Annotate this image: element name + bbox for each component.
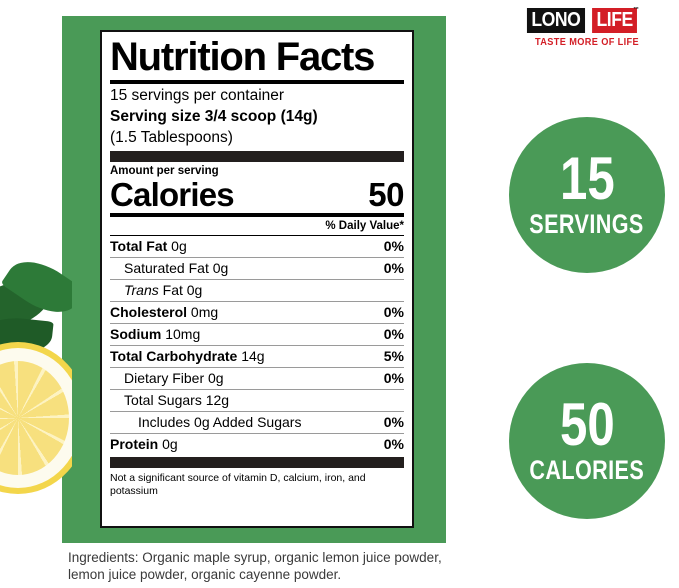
nutrient-name: Sodium 10mg <box>110 326 201 342</box>
servings-per-container: 15 servings per container <box>110 87 285 104</box>
logo-life-label: LIFE <box>596 9 633 31</box>
green-background-panel: Nutrition Facts 15 servings per containe… <box>62 16 446 543</box>
calories-divider <box>110 213 404 217</box>
badge-calories: 50 CALORIES <box>509 363 665 519</box>
nutrient-row: Trans Fat 0g <box>110 280 404 301</box>
serving-size: Serving size 3/4 scoop (14g) <box>110 108 318 125</box>
badge-servings: 15 SERVINGS <box>509 117 665 273</box>
label-footnote: Not a significant source of vitamin D, c… <box>110 472 366 497</box>
nutrient-name: Includes 0g Added Sugars <box>138 414 302 430</box>
daily-value-header: % Daily Value* <box>325 220 404 232</box>
nutrient-daily-value: 0% <box>383 370 404 386</box>
nutrient-name: Saturated Fat 0g <box>124 260 229 276</box>
nutrient-name: Total Sugars 12g <box>124 392 230 408</box>
nutrient-daily-value: 0% <box>383 304 404 320</box>
nutrient-daily-value: 5% <box>383 348 404 364</box>
ingredients-text: Ingredients: Organic maple syrup, organi… <box>68 550 442 582</box>
nutrient-row-divider <box>110 257 404 258</box>
nutrient-name: Trans Fat 0g <box>124 282 203 298</box>
calories-label: Calories <box>110 176 235 213</box>
nutrient-name: Protein 0g <box>110 436 178 452</box>
nutrition-facts-title: Nutrition Facts <box>110 35 375 79</box>
nutrient-row-divider <box>110 345 404 346</box>
nutrient-name: Dietary Fiber 0g <box>124 370 224 386</box>
nutrient-row: Total Fat 0g 0% <box>110 236 404 257</box>
nutrient-row: Saturated Fat 0g 0% <box>110 258 404 279</box>
nutrient-daily-value: 0% <box>383 414 404 430</box>
nutrient-row-divider <box>110 367 404 368</box>
nutrient-rows: Total Fat 0g 0% Saturated Fat 0g 0% Trans Fa… <box>110 236 404 455</box>
nutrient-row-divider <box>110 411 404 412</box>
daily-value-divider <box>110 235 404 236</box>
nutrient-daily-value: 0% <box>383 326 404 342</box>
nutrient-row: Cholesterol 0mg 0% <box>110 302 404 323</box>
nutrient-row-divider <box>110 323 404 324</box>
logo-lono-text: LONO <box>526 8 585 33</box>
leaf-icon <box>0 274 57 338</box>
nutrient-name: Total Fat 0g <box>110 238 187 254</box>
lemon-flesh <box>0 361 69 475</box>
badge-servings-number: 15 <box>559 145 615 212</box>
logo-wordmark: LONO LIFE ™ <box>523 7 651 33</box>
nutrient-row: Includes 0g Added Sugars 0% <box>110 412 404 433</box>
brand-logo: LONO LIFE ™ TASTE MORE OF LIFE <box>523 7 651 48</box>
nutrient-row-divider <box>110 389 404 390</box>
footnote-divider-bar <box>110 457 404 468</box>
badge-calories-label: CALORIES <box>529 455 645 485</box>
nutrient-row: Total Sugars 12g <box>110 390 404 411</box>
calories-row: Calories 50 <box>110 178 404 213</box>
nutrient-row-divider <box>110 301 404 302</box>
nutrient-row-divider <box>110 279 404 280</box>
logo-life-text: LIFE ™ <box>591 7 639 33</box>
title-divider <box>110 80 404 84</box>
nutrient-daily-value: 0% <box>383 260 404 276</box>
nutrient-row: Sodium 10mg 0% <box>110 324 404 345</box>
badge-servings-label: SERVINGS <box>529 209 645 239</box>
nutrient-daily-value: 0% <box>383 436 404 452</box>
nutrient-daily-value: 0% <box>383 238 404 254</box>
nutrient-row: Dietary Fiber 0g 0% <box>110 368 404 389</box>
nutrient-row-divider <box>110 433 404 434</box>
nutrient-name: Cholesterol 0mg <box>110 304 219 320</box>
serving-divider-bar <box>110 151 404 162</box>
nutrient-row: Total Carbohydrate 14g 5% <box>110 346 404 367</box>
brand-tagline: TASTE MORE OF LIFE <box>534 37 640 48</box>
nutrient-name: Total Carbohydrate 14g <box>110 348 265 364</box>
amount-per-serving-label: Amount per serving <box>110 165 219 177</box>
nutrient-row: Protein 0g 0% <box>110 434 404 455</box>
nutrition-facts-label: Nutrition Facts 15 servings per containe… <box>100 30 414 528</box>
calories-value: 50 <box>368 176 404 213</box>
serving-size-alternate: (1.5 Tablespoons) <box>110 129 233 146</box>
trademark-icon: ™ <box>632 7 639 13</box>
badge-calories-number: 50 <box>559 391 615 458</box>
leaf-icon <box>0 314 54 358</box>
